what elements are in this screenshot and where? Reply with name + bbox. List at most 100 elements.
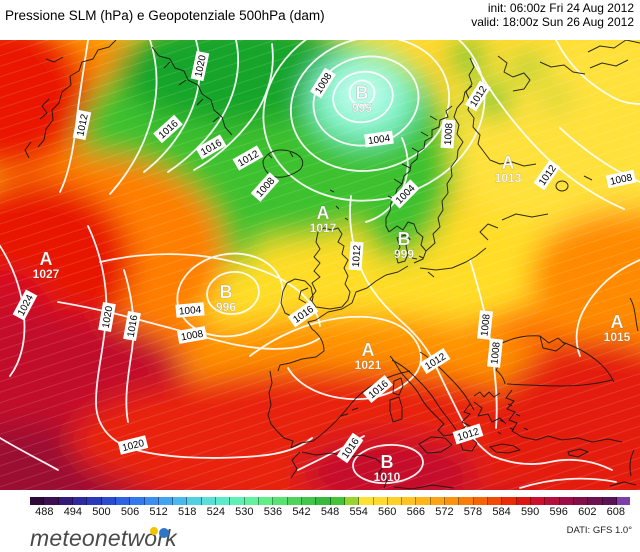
svg-text:1008: 1008 (489, 341, 502, 365)
colorbar-cell (473, 497, 488, 505)
colorbar-cell (330, 497, 345, 505)
isobar-value-label: 1008 (477, 310, 493, 340)
colorbar-tick-label: 494 (63, 506, 83, 518)
svg-text:B: B (356, 83, 369, 103)
colorbar-tick-label: 590 (520, 506, 540, 518)
svg-text:B: B (398, 229, 411, 249)
colorbar-cell (530, 497, 546, 505)
svg-text:1012: 1012 (75, 113, 90, 137)
colorbar-tick-label: 518 (178, 506, 197, 518)
colorbar-cell (445, 497, 460, 505)
svg-text:A: A (502, 153, 515, 173)
colorbar-cell (301, 497, 317, 505)
map-title: Pressione SLM (hPa) e Geopotenziale 500h… (5, 8, 325, 23)
header: Pressione SLM (hPa) e Geopotenziale 500h… (0, 0, 640, 40)
colorbar-cell (545, 497, 560, 505)
colorbar-cell (158, 497, 174, 505)
svg-text:A: A (40, 249, 53, 269)
colorbar-cell (187, 497, 202, 505)
isobar-value-label: 1012 (72, 109, 92, 141)
colorbar-cell (58, 497, 73, 505)
isobar-value-label: 1004 (364, 130, 394, 148)
colorbar-tick-label: 500 (92, 506, 111, 518)
weather-map: 1012 1020 1016 1016 1012 1008 1008 1004 1012 1008… (0, 40, 640, 490)
colorbar-tick-label: 584 (492, 506, 511, 518)
geopotential-colorbar (30, 497, 631, 505)
svg-text:A: A (362, 340, 375, 360)
svg-text:B: B (381, 452, 394, 472)
colorbar-tick-label: 536 (263, 506, 283, 518)
svg-text:1027: 1027 (33, 267, 60, 281)
colorbar-tick-label: 548 (320, 506, 340, 518)
isobar-value-label: 1020 (190, 50, 210, 82)
colorbar-tick-label: 554 (349, 506, 368, 518)
colorbar-cell (244, 497, 259, 505)
thin-contour-hatching (0, 40, 640, 490)
colorbar-cell (130, 497, 145, 505)
colorbar-tick-label: 524 (206, 506, 225, 518)
colorbar-cell (387, 497, 403, 505)
colorbar-cell (201, 497, 217, 505)
colorbar-tick-label: 602 (578, 506, 597, 518)
colorbar-cell (488, 497, 503, 505)
colorbar-cell (416, 497, 431, 505)
svg-text:A: A (317, 203, 330, 223)
svg-text:1017: 1017 (310, 221, 337, 235)
colorbar-cell (30, 497, 45, 505)
coastlines (24, 40, 640, 490)
colorbar-cell (459, 497, 474, 505)
colorbar-cell (373, 497, 388, 505)
svg-text:B: B (220, 282, 233, 302)
svg-text:1008: 1008 (180, 329, 204, 344)
isobar-value-label: 1020 (98, 301, 116, 333)
pressure-center-labels: B995B996A1017B999A1013A1027A1021A1015B10… (32, 83, 631, 484)
colorbar-tick-label: 488 (35, 506, 54, 518)
svg-text:999: 999 (394, 247, 414, 261)
colorbar-cell (344, 497, 360, 505)
isobar-value-label: 1008 (440, 119, 456, 149)
isobar-value-label: 1004 (175, 302, 205, 318)
svg-text:1020: 1020 (193, 54, 208, 78)
svg-text:995: 995 (352, 101, 372, 115)
colorbar-tick-label: 560 (378, 506, 397, 518)
valid-time: valid: 18:00z Sun 26 Aug 2012 (471, 15, 634, 29)
colorbar-cell (573, 497, 589, 505)
colorbar-tick-label: 566 (406, 506, 425, 518)
logo-blue-dot-icon (159, 528, 169, 538)
colorbar-cell (287, 497, 302, 505)
colorbar-tick-label: 506 (120, 506, 140, 518)
isobar-value-label: 1008 (176, 326, 208, 344)
svg-text:1012: 1012 (351, 244, 364, 267)
svg-text:1015: 1015 (604, 330, 631, 344)
svg-text:1008: 1008 (609, 172, 633, 187)
colorbar-tick-label: 572 (435, 506, 454, 518)
meteonetwork-logo: meteonetwork (30, 521, 250, 551)
isobar-value-label: 1008 (487, 338, 503, 368)
colorbar-tick-label: 530 (235, 506, 254, 518)
colorbar-cell (44, 497, 59, 505)
isobar-value-label: 1012 (348, 241, 364, 271)
colorbar-cell (588, 497, 603, 505)
svg-text:1020: 1020 (121, 438, 146, 454)
colorbar-tick-label: 608 (606, 506, 626, 518)
colorbar-cell (359, 497, 374, 505)
colorbar-cell (273, 497, 288, 505)
colorbar-cell (115, 497, 131, 505)
colorbar-cell (430, 497, 446, 505)
init-time: init: 06:00z Fri 24 Aug 2012 (487, 1, 634, 15)
colorbar-cell (144, 497, 159, 505)
colorbar-cell (602, 497, 617, 505)
colorbar-cell (559, 497, 574, 505)
svg-text:1010: 1010 (374, 470, 401, 484)
colorbar-cell (402, 497, 417, 505)
colorbar-tick-label: 542 (292, 506, 311, 518)
data-source-credit: DATI: GFS 1.0° (566, 525, 632, 536)
svg-text:1020: 1020 (101, 305, 116, 329)
svg-text:1008: 1008 (479, 313, 492, 337)
